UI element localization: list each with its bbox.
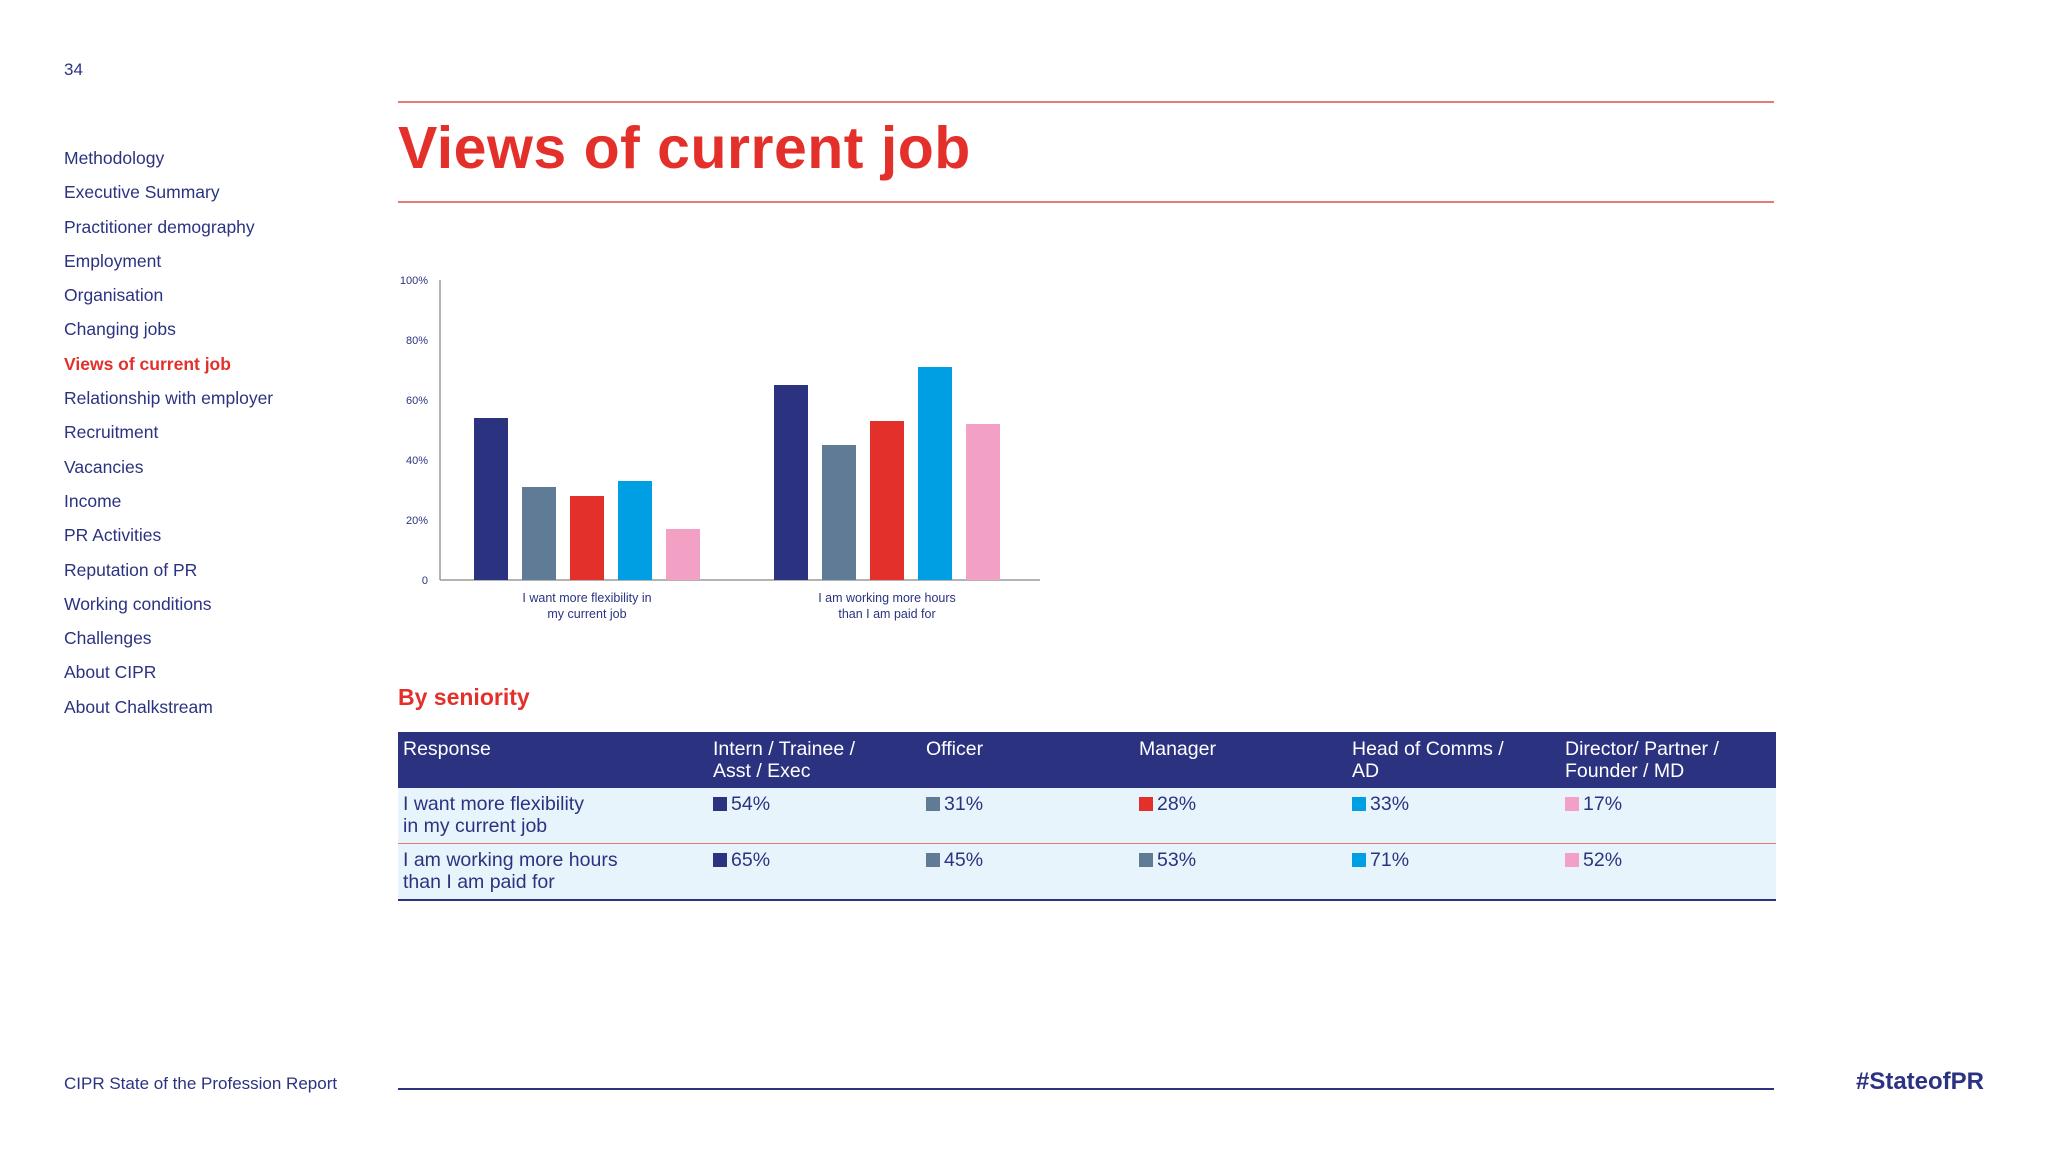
footer-rule	[398, 1088, 1774, 1090]
sidebar-item-methodology[interactable]: Methodology	[64, 148, 165, 168]
bar-chart: 0 20% 40% 60% 80% 100% I want more flexibility…	[400, 275, 1040, 621]
column-header-response: Response	[398, 732, 708, 788]
column-header-head-of-comms: Head of Comms / AD	[1347, 732, 1560, 788]
footer-report-name: CIPR State of the Profession Report	[64, 1074, 338, 1093]
table-cell: 45%	[921, 843, 1134, 901]
x-tick-label: my current job	[547, 607, 626, 621]
legend-swatch	[926, 853, 940, 867]
page-number: 34	[64, 60, 83, 79]
sidebar-item-practitioner-demography[interactable]: Practitioner demography	[64, 216, 255, 237]
column-header-director: Director/ Partner / Founder / MD	[1560, 732, 1776, 788]
table-cell: 28%	[1134, 788, 1347, 844]
sidebar-item-vacancies[interactable]: Vacancies	[64, 456, 144, 477]
y-tick-label: 0	[422, 575, 428, 587]
bar	[618, 481, 652, 580]
sidebar-item-changing-jobs[interactable]: Changing jobs	[64, 319, 176, 340]
sidebar-item-working-conditions[interactable]: Working conditions	[64, 593, 212, 614]
seniority-heading: By seniority	[398, 684, 530, 710]
bar	[822, 445, 856, 580]
bar	[570, 496, 604, 580]
sidebar-item-recruitment[interactable]: Recruitment	[64, 422, 159, 443]
legend-swatch	[713, 853, 727, 867]
legend-swatch	[713, 797, 727, 811]
table-cell: 54%	[708, 788, 921, 844]
legend-swatch	[926, 797, 940, 811]
table-cell: 65%	[708, 843, 921, 901]
sidebar-item-views-of-current-job[interactable]: Views of current job	[64, 353, 231, 374]
y-tick-label: 80%	[406, 335, 428, 347]
legend-swatch	[1139, 853, 1153, 867]
table-row: I am working more hours than I am paid fo…	[398, 843, 1776, 901]
sidebar-item-executive-summary[interactable]: Executive Summary	[64, 182, 220, 203]
legend-swatch	[1565, 797, 1579, 811]
y-tick-label: 100%	[400, 275, 428, 287]
sidebar-item-reputation-of-pr[interactable]: Reputation of PR	[64, 559, 198, 580]
row-label: I am working more hours than I am paid fo…	[398, 843, 708, 901]
table-cell: 52%	[1560, 843, 1776, 901]
bar	[474, 418, 508, 580]
x-tick-label: I want more flexibility in	[522, 591, 651, 605]
column-header-manager: Manager	[1134, 732, 1347, 788]
y-tick-label: 40%	[406, 455, 428, 467]
legend-swatch	[1352, 797, 1366, 811]
legend-swatch	[1139, 797, 1153, 811]
y-tick-label: 20%	[406, 515, 428, 527]
bar	[666, 529, 700, 580]
sidebar-item-employment[interactable]: Employment	[64, 250, 162, 271]
page-title: Views of current job	[398, 115, 971, 181]
x-tick-label: than I am paid for	[838, 607, 935, 621]
legend-swatch	[1565, 853, 1579, 867]
bar	[918, 367, 952, 580]
sidebar-item-about-chalkstream[interactable]: About Chalkstream	[64, 696, 213, 717]
title-bottom-rule	[398, 201, 1774, 203]
y-tick-label: 60%	[406, 395, 428, 407]
sidebar-item-income[interactable]: Income	[64, 490, 122, 511]
footer-hashtag[interactable]: #StateofPR	[1855, 1068, 1984, 1095]
bar	[522, 487, 556, 580]
seniority-table: Response Intern / Trainee / Asst / Exec O…	[398, 732, 1776, 901]
table-cell: 71%	[1347, 843, 1560, 901]
table-cell: 53%	[1134, 843, 1347, 901]
table-cell: 33%	[1347, 788, 1560, 844]
table-header-row: Response Intern / Trainee / Asst / Exec O…	[398, 732, 1776, 788]
table-cell: 31%	[921, 788, 1134, 844]
sidebar-item-relationship-with-employer[interactable]: Relationship with employer	[64, 388, 274, 409]
bar	[870, 421, 904, 580]
sidebar-item-challenges[interactable]: Challenges	[64, 628, 152, 649]
legend-swatch	[1352, 853, 1366, 867]
row-label: I want more flexibility in my current job	[398, 788, 708, 844]
column-header-intern: Intern / Trainee / Asst / Exec	[708, 732, 921, 788]
sidebar-item-pr-activities[interactable]: PR Activities	[64, 525, 162, 546]
sidebar-item-organisation[interactable]: Organisation	[64, 285, 164, 306]
column-header-officer: Officer	[921, 732, 1134, 788]
bar	[966, 424, 1000, 580]
title-top-rule	[398, 101, 1774, 103]
sidebar-nav: Methodology Executive Summary Practition…	[64, 147, 273, 730]
bar	[774, 385, 808, 580]
sidebar-item-about-cipr[interactable]: About CIPR	[64, 662, 157, 683]
x-tick-label: I am working more hours	[818, 591, 956, 605]
table-row: I want more flexibility in my current job…	[398, 788, 1776, 844]
table-cell: 17%	[1560, 788, 1776, 844]
